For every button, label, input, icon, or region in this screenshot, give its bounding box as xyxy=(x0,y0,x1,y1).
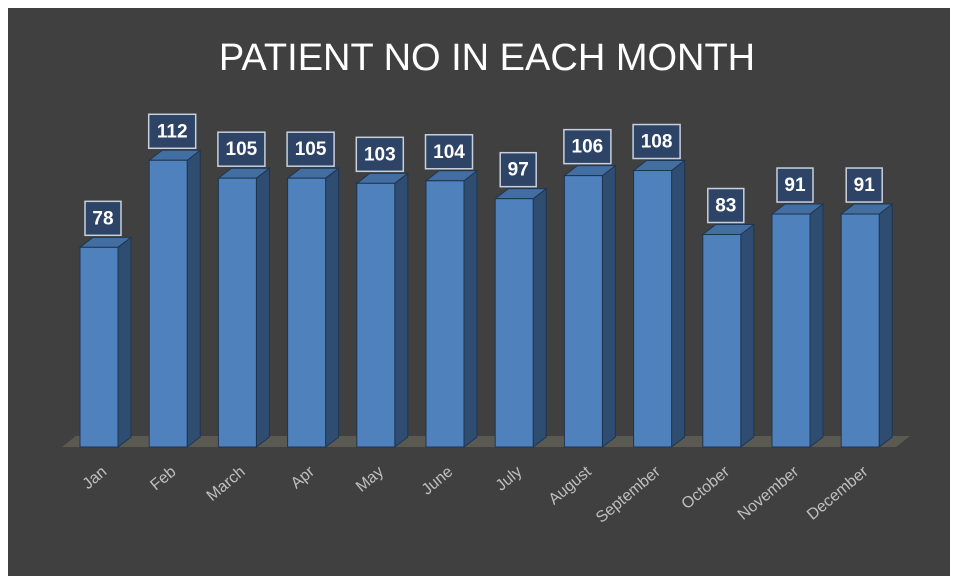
floor xyxy=(62,436,910,447)
data-label-box xyxy=(707,187,745,224)
bar-front xyxy=(563,175,603,448)
data-label-box xyxy=(84,200,122,237)
data-label-box xyxy=(147,113,197,150)
bar xyxy=(355,172,410,449)
bar xyxy=(839,203,894,449)
bar-front xyxy=(287,177,327,448)
bar-front xyxy=(633,170,673,448)
bar-front xyxy=(356,182,396,448)
bar xyxy=(216,167,271,449)
bar-front xyxy=(840,213,880,448)
bar xyxy=(286,167,341,449)
bar-side xyxy=(394,172,409,449)
bar-side xyxy=(532,187,547,449)
data-label-box xyxy=(632,123,681,160)
bar-side xyxy=(671,159,686,449)
data-label-box xyxy=(355,136,405,173)
data-label: 105 xyxy=(295,139,327,160)
bar-front xyxy=(148,159,188,448)
data-label-box xyxy=(845,167,883,203)
bar-side xyxy=(601,164,616,449)
bar xyxy=(493,187,548,449)
bar-side xyxy=(255,167,270,449)
data-label: 104 xyxy=(433,142,465,163)
data-label: 112 xyxy=(157,121,188,142)
data-label-box xyxy=(286,131,335,167)
bar-side xyxy=(325,167,340,449)
bar xyxy=(632,159,687,449)
data-label-box xyxy=(217,131,266,167)
data-label: 91 xyxy=(784,175,806,196)
bar-side xyxy=(740,223,755,449)
bar xyxy=(78,236,133,449)
bar-front xyxy=(79,246,119,448)
data-label: 78 xyxy=(92,208,113,229)
bar xyxy=(701,223,756,449)
bar xyxy=(424,169,479,449)
bar-front xyxy=(217,177,257,448)
data-label-box xyxy=(424,134,474,170)
data-label: 103 xyxy=(364,144,396,165)
chart-title: PATIENT NO IN EACH MONTH xyxy=(219,37,755,79)
data-label-box xyxy=(499,151,537,188)
bar-side xyxy=(878,203,893,449)
data-label: 97 xyxy=(508,160,529,181)
bar xyxy=(562,164,617,449)
bar-front xyxy=(494,198,534,448)
data-label-box xyxy=(776,167,814,203)
bar-side xyxy=(117,236,132,449)
bar xyxy=(147,149,202,449)
data-label: 108 xyxy=(641,132,673,153)
data-label-box xyxy=(563,128,612,165)
data-label: 105 xyxy=(226,139,258,160)
data-label: 91 xyxy=(854,175,876,196)
bar-front xyxy=(771,213,811,448)
data-label: 83 xyxy=(715,196,736,217)
bar-side xyxy=(186,149,201,449)
data-label: 106 xyxy=(572,137,604,158)
bar-front xyxy=(702,234,742,448)
bar xyxy=(770,203,825,449)
bar-side xyxy=(809,203,824,449)
bar-front xyxy=(425,180,465,448)
bar-side xyxy=(463,169,478,449)
